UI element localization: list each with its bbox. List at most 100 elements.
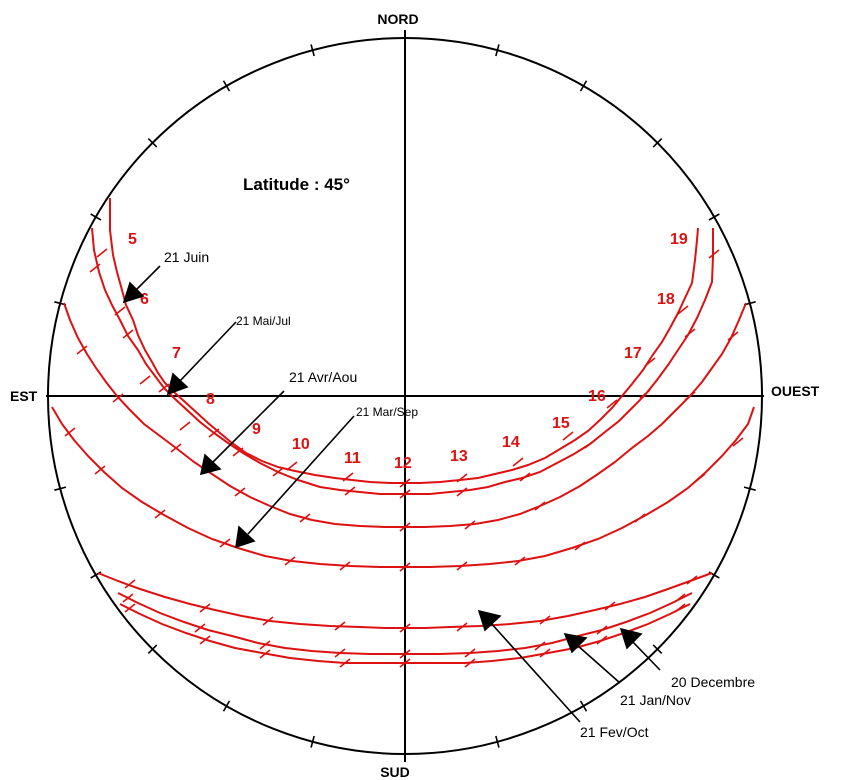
hour-tick (456, 622, 468, 632)
hour-tick (464, 520, 476, 530)
hour-tick (727, 331, 739, 341)
hour-label-7: 7 (172, 345, 181, 362)
hour-tick (694, 473, 706, 483)
curve-21-mai-jul (91, 227, 714, 495)
hour-tick (334, 621, 346, 631)
azimuth-tick (310, 44, 315, 57)
arrow-21-mar-sep (247, 415, 355, 535)
hour-label-14: 14 (502, 434, 520, 451)
hour-tick (574, 541, 586, 551)
hour-tick (604, 601, 616, 611)
hour-tick (114, 306, 126, 316)
hour-tick (596, 635, 608, 645)
hour-tick (708, 249, 720, 259)
azimuth-tick (147, 644, 158, 654)
azimuth-tick (579, 80, 588, 92)
hour-tick (299, 513, 311, 523)
hour-tick (232, 447, 244, 457)
hour-label-19: 19 (670, 231, 688, 248)
hour-label-6: 6 (140, 291, 149, 308)
hour-tick (399, 489, 411, 499)
hour-tick (732, 437, 744, 447)
hour-tick (456, 487, 468, 497)
pointer-arrows (122, 265, 661, 723)
hour-tick (194, 623, 206, 633)
hour-tick (344, 486, 356, 496)
horizon-azimuth-ticks (54, 44, 756, 748)
hour-tick-marks (64, 248, 744, 668)
azimuth-tick (652, 138, 663, 148)
hour-tick (94, 465, 106, 475)
hour-tick (112, 393, 124, 403)
hour-tick (584, 439, 596, 449)
arrowhead-21-jan-nov (563, 632, 588, 654)
hour-tick (399, 649, 411, 659)
hour-tick (684, 328, 696, 338)
hour-label-12: 12 (394, 455, 412, 472)
hour-tick (634, 513, 646, 523)
hour-tick (456, 561, 468, 571)
hour-tick (259, 649, 271, 659)
hour-label-17: 17 (624, 345, 642, 362)
arrowhead-21-juin (122, 281, 145, 304)
hour-tick (179, 421, 191, 431)
arrow-21-mai-jul (178, 321, 237, 383)
hour-tick (199, 603, 211, 613)
hour-label-5: 5 (128, 231, 137, 248)
arrow-21-jan-nov (576, 644, 621, 684)
hour-tick (606, 399, 618, 409)
hour-tick (399, 623, 411, 633)
west-label: OUEST (771, 383, 820, 399)
hour-label-15: 15 (552, 415, 570, 432)
label-21-mai-jul: 21 Mai/Jul (236, 314, 291, 328)
hour-tick (154, 509, 166, 519)
hour-tick (456, 473, 468, 483)
hour-tick (284, 556, 296, 566)
hour-tick (259, 640, 271, 650)
hour-tick (596, 625, 608, 635)
hour-tick (139, 375, 151, 385)
hour-label-16: 16 (588, 388, 606, 405)
label-21-juin: 21 Juin (164, 249, 209, 265)
arrowhead-21-avr-aou (199, 453, 222, 476)
hour-tick (219, 538, 231, 548)
hour-tick (512, 457, 524, 467)
hour-tick (122, 329, 134, 339)
hour-tick (89, 263, 101, 273)
azimuth-tick (310, 735, 315, 748)
azimuth-tick (54, 486, 67, 491)
hour-tick (534, 641, 546, 651)
hour-label-13: 13 (450, 448, 468, 465)
hour-tick (199, 635, 211, 645)
hour-tick (639, 389, 651, 399)
hour-tick (262, 616, 274, 626)
label-21-mar-sep: 21 Mar/Sep (356, 405, 418, 419)
hour-tick (519, 472, 531, 482)
arrowhead-21-fev-oct (477, 609, 502, 632)
label-21-avr-aou: 21 Avr/Aou (289, 369, 357, 385)
azimuth-tick (652, 644, 663, 654)
east-label: EST (10, 388, 38, 404)
hour-tick (339, 561, 351, 571)
hour-tick (64, 427, 76, 437)
hour-tick (124, 603, 136, 613)
arrow-21-juin (132, 265, 161, 294)
hour-tick (562, 431, 574, 441)
hour-tick (399, 478, 411, 488)
hour-tick (464, 648, 476, 658)
arrow-20-decembre (630, 639, 661, 671)
hour-tick (399, 562, 411, 572)
hour-tick (399, 522, 411, 532)
hour-tick (334, 648, 346, 658)
hour-tick (684, 391, 696, 401)
label-21-jan-nov: 21 Jan/Nov (620, 692, 691, 708)
hour-tick (170, 443, 182, 453)
hour-tick (514, 556, 526, 566)
hour-tick (674, 603, 686, 613)
azimuth-tick (495, 735, 500, 748)
label-21-fev-oct: 21 Fev/Oct (580, 724, 649, 740)
hour-tick (539, 648, 551, 658)
hour-tick (677, 305, 689, 315)
hour-tick (644, 357, 656, 367)
hour-tick (124, 579, 136, 589)
